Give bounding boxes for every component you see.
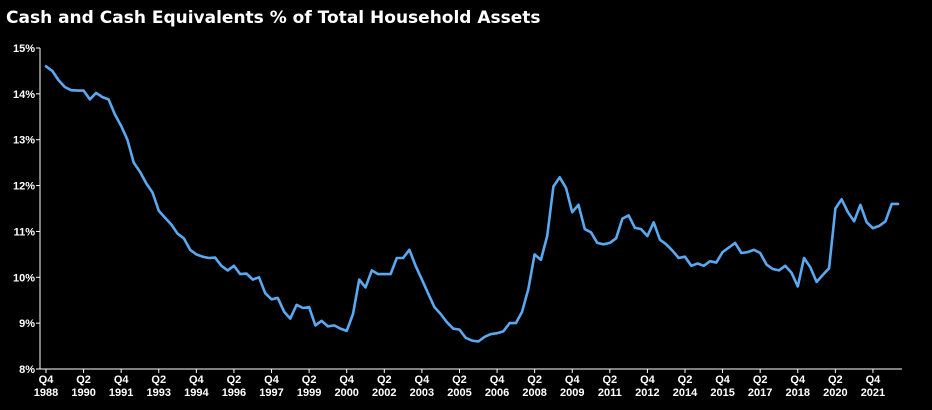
x-tick-year: 1996 [222,387,246,399]
x-tick-year: 2005 [447,387,471,399]
x-tick-quarter: Q2 [302,374,317,386]
x-tick-quarter: Q4 [39,374,55,386]
x-tick-quarter: Q4 [565,374,581,386]
x-tick-year: 1990 [71,387,95,399]
y-tick-label: 8% [19,364,35,376]
x-tick-quarter: Q4 [415,374,431,386]
x-tick-quarter: Q4 [339,374,355,386]
y-tick-label: 10% [13,272,35,284]
x-tick-year: 2000 [334,387,358,399]
x-tick-year: 1988 [34,387,58,399]
x-tick-quarter: Q4 [715,374,731,386]
x-tick-year: 2014 [673,387,698,399]
x-tick-quarter: Q2 [151,374,166,386]
x-tick-year: 2021 [861,387,885,399]
x-tick-year: 2018 [786,387,810,399]
series-line [44,65,900,343]
chart-title: Cash and Cash Equivalents % of Total Hou… [6,8,541,28]
y-tick-label: 9% [19,318,35,330]
x-tick-year: 1999 [297,387,321,399]
x-tick-year: 2006 [485,387,509,399]
y-tick-label: 15% [13,43,35,55]
x-tick-quarter: Q2 [377,374,392,386]
series-group [44,65,900,343]
x-tick-year: 2003 [410,387,434,399]
x-tick-year: 2008 [522,387,546,399]
y-axis: 8% 9% 10% 11% 12% 13% 14% 15% [13,43,41,376]
x-tick-quarter: Q2 [602,374,617,386]
x-tick-year: 2020 [823,387,847,399]
x-tick-quarter: Q2 [828,374,843,386]
x-tick-year: 2012 [635,387,659,399]
y-tick-label: 13% [13,135,35,147]
x-axis: Q41988Q21990Q41991Q21993Q41994Q21996Q419… [34,368,902,399]
x-tick-year: 2015 [710,387,734,399]
x-tick-quarter: Q4 [490,374,506,386]
x-tick-quarter: Q2 [76,374,91,386]
x-tick-quarter: Q4 [189,374,205,386]
y-tick-label: 11% [14,226,36,238]
x-tick-quarter: Q4 [790,374,806,386]
x-tick-year: 2011 [598,387,622,399]
x-tick-quarter: Q4 [264,374,280,386]
x-tick-year: 2002 [372,387,396,399]
x-tick-year: 1994 [184,387,209,399]
x-tick-quarter: Q2 [753,374,768,386]
x-tick-quarter: Q4 [114,374,130,386]
x-tick-year: 1991 [109,387,133,399]
x-tick-quarter: Q4 [640,374,656,386]
y-tick-label: 12% [13,181,35,193]
x-tick-quarter: Q2 [452,374,467,386]
x-tick-quarter: Q4 [866,374,882,386]
x-tick-year: 1997 [259,387,283,399]
x-tick-year: 2009 [560,387,584,399]
x-tick-year: 2017 [748,387,772,399]
x-tick-quarter: Q2 [527,374,542,386]
x-tick-quarter: Q2 [227,374,242,386]
x-tick-quarter: Q2 [678,374,693,386]
x-tick-year: 1993 [147,387,171,399]
y-tick-label: 14% [13,89,35,101]
